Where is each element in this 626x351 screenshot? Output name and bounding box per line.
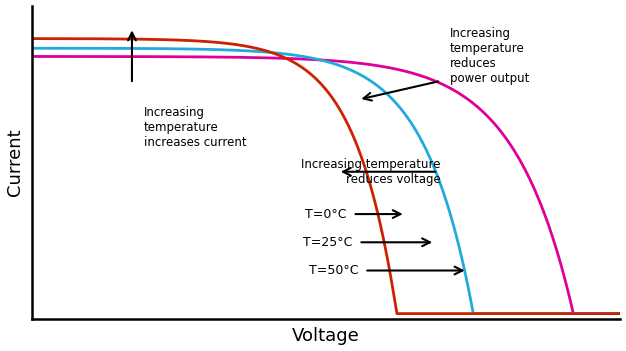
X-axis label: Voltage: Voltage (292, 327, 360, 345)
Text: Increasing
temperature
reduces
power output: Increasing temperature reduces power out… (449, 27, 529, 85)
Text: Increasing
temperature
increases current: Increasing temperature increases current (144, 106, 247, 149)
Text: T=0°C: T=0°C (305, 207, 347, 220)
Text: Increasing temperature
reduces voltage: Increasing temperature reduces voltage (302, 158, 441, 186)
Text: T=25°C: T=25°C (303, 236, 352, 249)
Text: T=50°C: T=50°C (309, 264, 359, 277)
Y-axis label: Current: Current (6, 128, 24, 196)
